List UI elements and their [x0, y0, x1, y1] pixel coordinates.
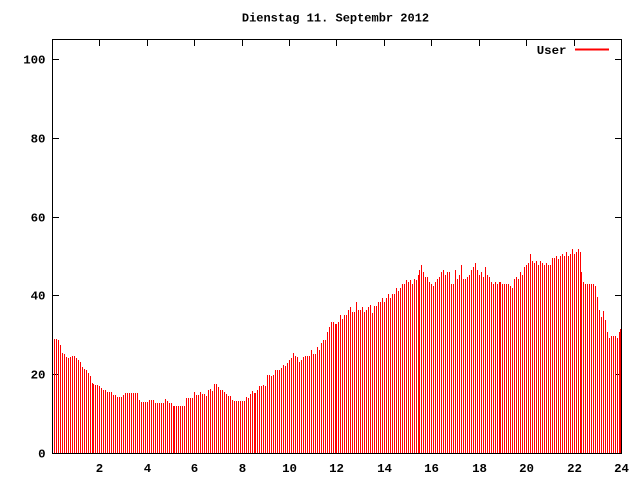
svg-text:18: 18	[472, 462, 487, 476]
svg-text:22: 22	[567, 462, 582, 476]
svg-text:User: User	[537, 44, 567, 58]
svg-text:40: 40	[31, 290, 46, 304]
svg-text:4: 4	[144, 462, 152, 476]
svg-text:0: 0	[38, 448, 45, 462]
svg-text:60: 60	[31, 212, 46, 226]
svg-text:20: 20	[519, 462, 534, 476]
svg-text:6: 6	[191, 462, 198, 476]
svg-text:Dienstag 11. Septembr 2012: Dienstag 11. Septembr 2012	[242, 12, 429, 26]
svg-text:16: 16	[424, 462, 439, 476]
svg-text:14: 14	[377, 462, 392, 476]
svg-text:12: 12	[329, 462, 344, 476]
svg-text:24: 24	[614, 462, 629, 476]
svg-text:100: 100	[23, 54, 45, 68]
svg-text:8: 8	[239, 462, 246, 476]
svg-text:80: 80	[31, 133, 46, 147]
svg-text:20: 20	[31, 369, 46, 383]
svg-text:2: 2	[96, 462, 103, 476]
svg-text:10: 10	[282, 462, 297, 476]
